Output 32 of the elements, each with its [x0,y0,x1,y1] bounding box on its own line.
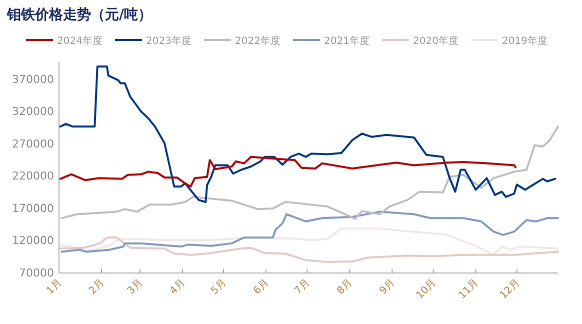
x-tick-label: 3月 [126,277,146,297]
x-tick-label: 7月 [292,277,312,297]
legend-label: 2023年度 [146,35,192,47]
x-tick-label: 11月 [457,277,481,302]
y-tick-label: 220000 [12,170,54,183]
line-series [59,236,559,264]
legend-label: 2022年度 [235,35,280,47]
legend-label: 2024年度 [57,35,102,47]
legend-label: 2019年度 [502,35,548,47]
y-tick-label: 170000 [12,202,54,215]
x-tick-label: 1月 [44,277,64,297]
line-series [59,66,556,204]
y-tick-label: 320000 [12,105,54,118]
line-series [60,210,559,253]
x-tick-label: 5月 [209,277,229,297]
line-series [59,156,516,188]
x-tick-label: 10月 [414,277,438,302]
y-tick-label: 370000 [12,72,54,86]
x-tick-label: 9月 [378,277,398,297]
legend-label: 2020年度 [413,35,458,47]
x-tick-label: 2月 [87,277,107,297]
x-tick-label: 12月 [498,277,522,302]
y-tick-label: 70000 [19,266,54,280]
x-tick-label: 8月 [335,277,355,297]
line-series [59,227,559,256]
y-tick-label: 120000 [12,234,54,248]
legend-label: 2021年度 [324,35,370,47]
line-series [60,126,559,220]
chart-title: 钼铁价格走势（元/吨） [6,7,152,23]
x-tick-label: 4月 [168,277,188,297]
y-tick-label: 270000 [12,137,54,150]
x-tick-label: 6月 [252,277,272,297]
